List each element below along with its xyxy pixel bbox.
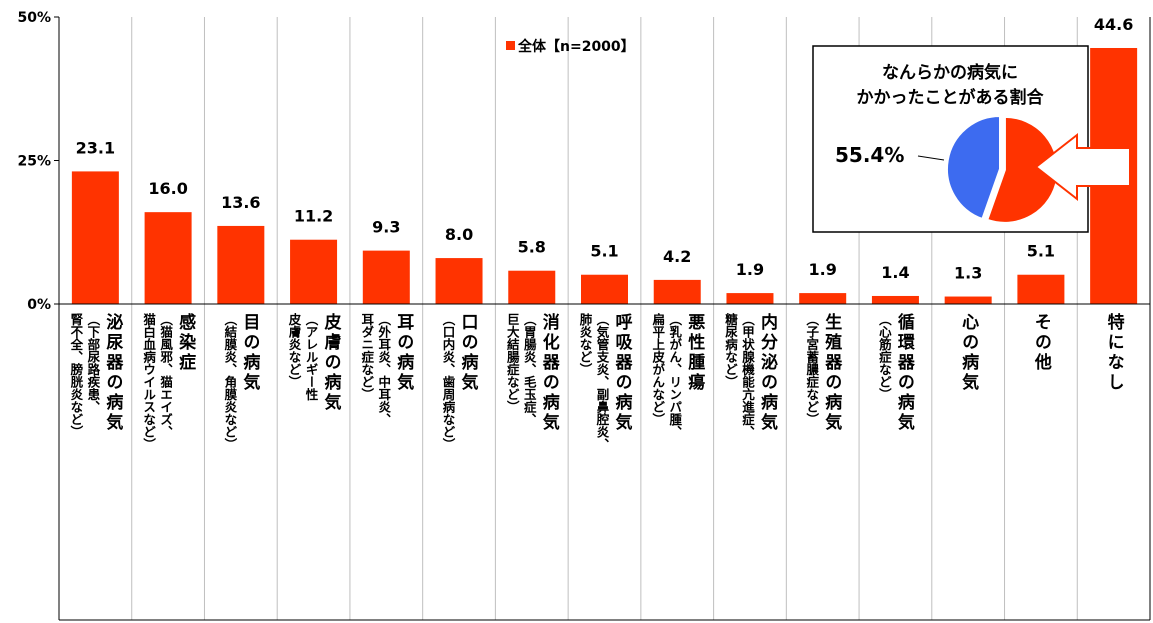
bar	[435, 258, 483, 304]
value-label: 5.1	[1027, 242, 1055, 261]
category-label-detail: 肺炎など）	[577, 313, 593, 376]
category-label-detail: 皮膚炎など）	[286, 313, 302, 388]
value-labels: 23.1 16.0 13.6 11.2 9.3 8.0 5.8 5.1 4.2 1.9 1.9 1.4…	[76, 15, 1134, 283]
bar	[290, 239, 338, 304]
category-label-detail: 耳ダニ症など）	[359, 313, 375, 401]
bar	[217, 225, 265, 304]
inset-title-line-2: かかったことがある割合	[857, 87, 1045, 108]
pie-slice-other	[946, 114, 1001, 221]
category-label-main: 口の病気	[457, 313, 478, 393]
category-label-detail: （気管支炎、副鼻腔炎、	[594, 313, 610, 451]
category-label-detail: 巨大結腸症など）	[504, 313, 520, 413]
category-label: 口の病気 （口内炎、歯周病など）	[426, 313, 493, 613]
category-label-main: その他	[1030, 313, 1051, 373]
category-label: 目の病気 （結膜炎、角膜炎など）	[207, 313, 274, 613]
category-label: 生殖器の病気 （子宮蓄膿症など）	[789, 313, 856, 613]
category-label-detail: 腎不全、膀胱炎など）	[68, 313, 84, 438]
bar	[944, 296, 992, 304]
category-label-main: 生殖器の病気	[821, 313, 842, 433]
category-label-main: 感染症	[175, 313, 196, 373]
category-label-detail: （アレルギー性	[303, 313, 319, 401]
value-label: 1.9	[809, 260, 837, 279]
value-label: 5.1	[590, 242, 618, 261]
category-label-main: 悪性腫瘍	[684, 313, 705, 393]
category-label: 悪性腫瘍 （乳がん、リンパ腫、 扁平上皮がんなど）	[644, 313, 711, 613]
category-label: その他	[1008, 313, 1075, 613]
category-label-main: 消化器の病気	[538, 313, 559, 433]
category-label-detail: 猫白血病ウイルスなど）	[141, 313, 157, 451]
category-label: 皮膚の病気 （アレルギー性 皮膚炎など）	[280, 313, 347, 613]
pie-arrow	[1034, 132, 1131, 202]
value-label: 4.2	[663, 247, 691, 266]
bar	[581, 274, 628, 304]
category-label-detail: （甲状腺機能亢進症、	[739, 313, 755, 438]
value-label: 5.8	[518, 238, 546, 257]
value-label: 23.1	[76, 138, 115, 157]
category-label: 特になし	[1080, 313, 1147, 613]
category-label-main: 皮膚の病気	[320, 313, 341, 413]
value-label: 16.0	[148, 179, 187, 198]
y-tick-label: 25%	[17, 154, 51, 170]
category-label-detail: （結膜炎、角膜炎など）	[222, 313, 238, 451]
category-label: 心の病気	[935, 313, 1002, 613]
category-label-main: 特になし	[1103, 313, 1124, 393]
value-label: 9.3	[372, 218, 400, 237]
value-label: 8.0	[445, 225, 473, 244]
value-label: 1.9	[736, 260, 764, 279]
category-label-detail: （下部尿路疾患、	[85, 313, 101, 413]
category-label-main: 循環器の病気	[893, 313, 914, 433]
bar	[508, 270, 556, 304]
y-tick-label: 50%	[17, 10, 51, 26]
legend: 全体【n=2000】	[506, 38, 635, 55]
category-label: 呼吸器の病気 （気管支炎、副鼻腔炎、 肺炎など）	[571, 313, 638, 613]
bar	[71, 171, 119, 304]
y-tick-label: 0%	[27, 297, 51, 313]
category-label: 消化器の病気 （胃腸炎、毛玉症、 巨大結腸症など）	[498, 313, 565, 613]
category-label-main: 心の病気	[958, 313, 979, 393]
category-label-detail: （口内炎、歯周病など）	[440, 313, 456, 451]
legend-swatch	[506, 41, 515, 50]
category-label-main: 耳の病気	[393, 313, 414, 393]
category-label-detail: 糖尿病など）	[722, 313, 738, 388]
category-label-detail: （胃腸炎、毛玉症、	[521, 313, 537, 426]
bar	[799, 293, 847, 304]
value-label: 1.3	[954, 264, 982, 283]
legend-label: 全体【n=2000】	[517, 38, 635, 55]
category-label: 内分泌の病気 （甲状腺機能亢進症、 糖尿病など）	[717, 313, 784, 613]
pie-leader-line	[917, 155, 945, 161]
category-label: 感染症 （猫風邪、猫エイズ、 猫白血病ウイルスなど）	[135, 313, 202, 613]
value-label: 1.4	[881, 263, 909, 282]
bar	[726, 293, 774, 304]
category-label-main: 内分泌の病気	[756, 313, 777, 433]
bar	[871, 295, 919, 304]
axes: 0% 25% 50%	[17, 10, 1151, 621]
category-label-detail: （子宮蓄膿症など）	[804, 313, 820, 426]
category-label-main: 呼吸器の病気	[611, 313, 632, 433]
category-label-detail: （心筋症など）	[876, 313, 892, 401]
category-label-detail: 扁平上皮がんなど）	[650, 313, 666, 426]
value-label: 11.2	[294, 207, 333, 226]
category-label-detail: （乳がん、リンパ腫、	[667, 313, 683, 438]
value-label: 44.6	[1094, 15, 1133, 34]
category-label-detail: （猫風邪、猫エイズ、	[158, 313, 174, 438]
bar	[1017, 274, 1065, 304]
pie-value-label: 55.4%	[835, 143, 904, 167]
pie-inset: なんらかの病気に かかったことがある割合 55.4%	[812, 45, 1131, 233]
inset-title-line-1: なんらかの病気に	[882, 62, 1018, 83]
category-label: 泌尿器の病気 （下部尿路疾患、 腎不全、膀胱炎など）	[62, 313, 129, 613]
category-label: 循環器の病気 （心筋症など）	[862, 313, 929, 613]
bar	[362, 250, 410, 304]
bar	[653, 279, 701, 304]
category-label-main: 目の病気	[239, 313, 260, 393]
category-label-main: 泌尿器の病気	[102, 313, 123, 433]
category-label: 耳の病気 （外耳炎、中耳炎、 耳ダニ症など）	[353, 313, 420, 613]
value-label: 13.6	[221, 193, 260, 212]
bar	[144, 212, 192, 304]
category-label-detail: （外耳炎、中耳炎、	[376, 313, 392, 426]
